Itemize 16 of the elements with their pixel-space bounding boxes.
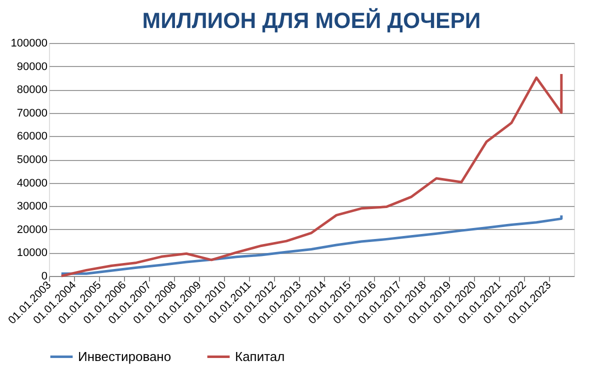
legend-label: Капитал — [235, 348, 285, 364]
y-tick-label: 20000 — [16, 224, 48, 236]
y-tick-label: 0 — [41, 270, 48, 282]
y-tick-label: 70000 — [16, 107, 48, 120]
chart-title: МИЛЛИОН ДЛЯ МОЕЙ ДОЧЕРИ — [142, 8, 481, 33]
legend-label: Инвестировано — [78, 348, 172, 364]
y-tick-label: 90000 — [16, 60, 48, 73]
y-tick-label: 60000 — [16, 130, 48, 143]
y-tick-label: 40000 — [16, 177, 48, 190]
line-series — [60, 72, 563, 278]
y-tick-label: 80000 — [16, 84, 48, 96]
y-tick-label: 100000 — [10, 38, 48, 50]
y-tick-label: 50000 — [16, 154, 48, 166]
y-tick-label: 10000 — [16, 247, 48, 260]
y-tick-label: 30000 — [16, 200, 48, 213]
line-series — [60, 214, 563, 275]
